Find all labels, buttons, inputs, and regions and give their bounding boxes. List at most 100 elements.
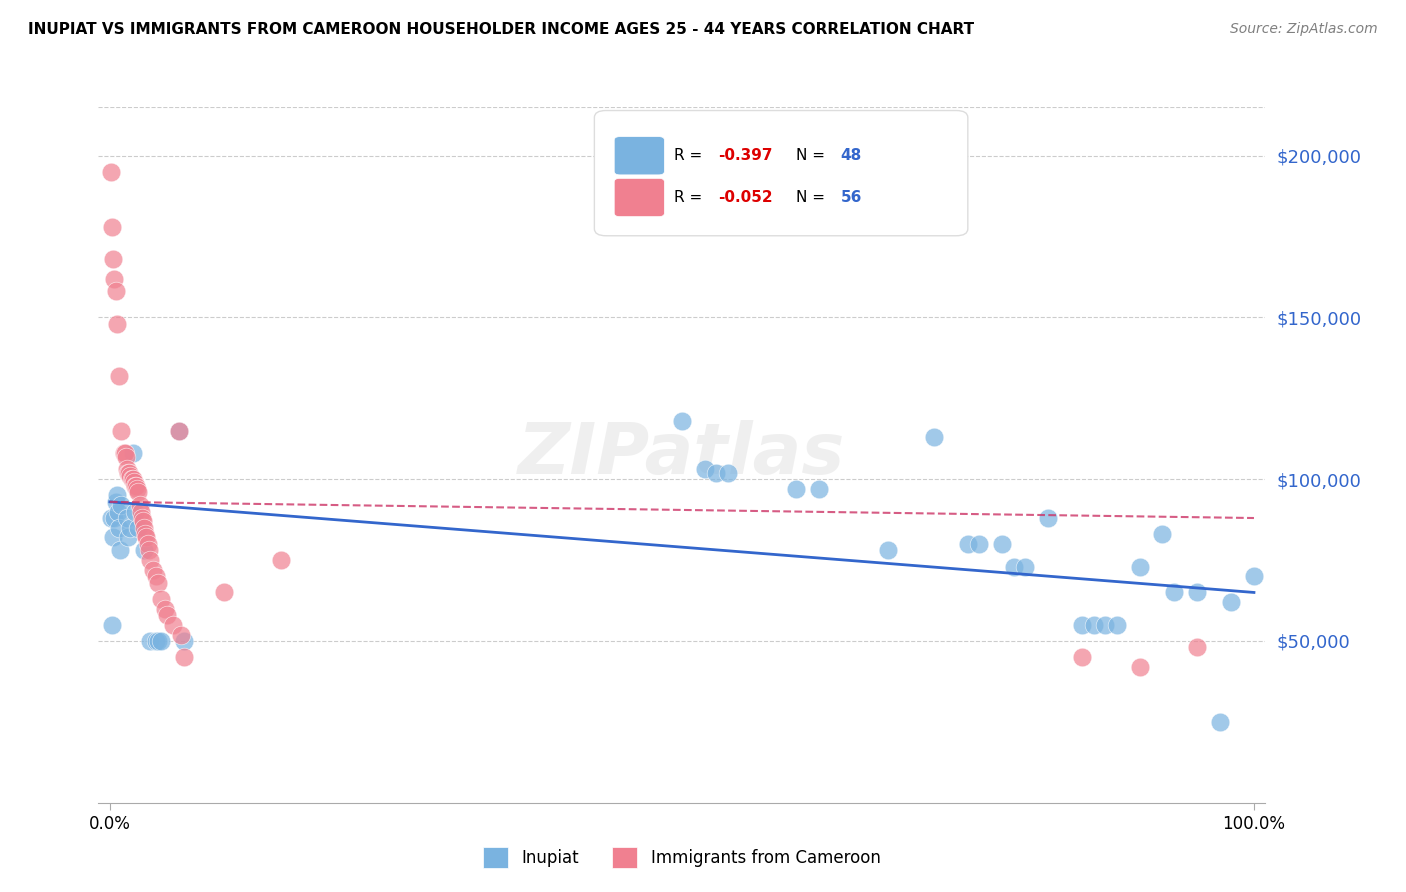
Point <box>145 569 167 583</box>
Text: N =: N = <box>796 190 830 205</box>
Point <box>115 450 138 464</box>
Point <box>127 482 149 496</box>
Point <box>1152 527 1174 541</box>
Point <box>132 514 155 528</box>
Point <box>134 543 156 558</box>
Point <box>146 634 169 648</box>
Point <box>112 446 135 460</box>
Point <box>108 543 131 558</box>
Point <box>162 617 184 632</box>
Point <box>121 446 143 460</box>
Point <box>135 531 157 545</box>
Point <box>103 252 125 267</box>
Point <box>1185 585 1208 599</box>
Point <box>1083 617 1105 632</box>
Text: N =: N = <box>796 148 830 163</box>
Point <box>128 498 150 512</box>
Point <box>693 462 716 476</box>
Point <box>117 531 139 545</box>
Point <box>1071 650 1094 665</box>
Point <box>139 553 162 567</box>
Point <box>101 219 124 234</box>
Point <box>1163 585 1185 599</box>
Point <box>110 498 132 512</box>
Point <box>146 575 169 590</box>
Text: -0.052: -0.052 <box>718 190 773 205</box>
Point <box>103 531 125 545</box>
Point <box>922 430 945 444</box>
Text: 56: 56 <box>841 190 862 205</box>
Point <box>1128 559 1150 574</box>
Point <box>114 446 136 460</box>
Point <box>1036 511 1059 525</box>
Point <box>173 634 195 648</box>
Point <box>103 271 125 285</box>
Point <box>167 424 190 438</box>
Point <box>170 627 193 641</box>
Point <box>110 424 132 438</box>
Text: 48: 48 <box>841 148 862 163</box>
Point <box>142 563 165 577</box>
Point <box>108 368 131 383</box>
Point <box>139 634 162 648</box>
Point <box>131 511 153 525</box>
Text: Source: ZipAtlas.com: Source: ZipAtlas.com <box>1230 22 1378 37</box>
Point <box>1071 617 1094 632</box>
Point <box>125 478 148 492</box>
Point <box>134 521 156 535</box>
Point <box>122 475 145 490</box>
Point <box>117 466 139 480</box>
Point <box>115 462 138 476</box>
Point <box>785 482 807 496</box>
Point <box>134 527 156 541</box>
Point <box>120 521 142 535</box>
Point <box>118 466 141 480</box>
Point <box>100 511 122 525</box>
FancyBboxPatch shape <box>614 178 665 217</box>
Point <box>167 424 190 438</box>
Point <box>105 488 128 502</box>
Text: ZIPatlas: ZIPatlas <box>519 420 845 490</box>
Point <box>103 511 125 525</box>
Point <box>138 543 160 558</box>
Point <box>115 511 138 525</box>
Point <box>214 585 236 599</box>
Text: INUPIAT VS IMMIGRANTS FROM CAMEROON HOUSEHOLDER INCOME AGES 25 - 44 YEARS CORREL: INUPIAT VS IMMIGRANTS FROM CAMEROON HOUS… <box>28 22 974 37</box>
FancyBboxPatch shape <box>595 111 967 235</box>
Point <box>153 601 176 615</box>
Point <box>991 537 1014 551</box>
Point <box>121 472 143 486</box>
Point <box>107 504 129 518</box>
Point <box>120 469 142 483</box>
Point <box>1002 559 1025 574</box>
Point <box>121 472 143 486</box>
Point <box>270 553 292 567</box>
Point <box>101 617 124 632</box>
Point <box>1220 595 1243 609</box>
Point <box>1185 640 1208 655</box>
Point <box>105 317 128 331</box>
Text: R =: R = <box>673 148 707 163</box>
Point <box>1014 559 1036 574</box>
Point <box>124 478 146 492</box>
Point <box>1094 617 1116 632</box>
Point <box>704 466 727 480</box>
Point <box>127 485 149 500</box>
Point <box>124 504 146 518</box>
Point <box>150 634 173 648</box>
Point <box>1208 714 1230 729</box>
Point <box>156 608 179 623</box>
Point <box>129 504 152 518</box>
Point <box>876 543 898 558</box>
Point <box>108 521 131 535</box>
Legend: Inupiat, Immigrants from Cameroon: Inupiat, Immigrants from Cameroon <box>477 841 887 874</box>
Point <box>104 495 127 509</box>
Point <box>717 466 740 480</box>
Point <box>1105 617 1128 632</box>
Point <box>671 414 693 428</box>
Point <box>104 285 127 299</box>
Point <box>808 482 831 496</box>
Point <box>969 537 991 551</box>
Point <box>136 537 159 551</box>
Point <box>956 537 979 551</box>
